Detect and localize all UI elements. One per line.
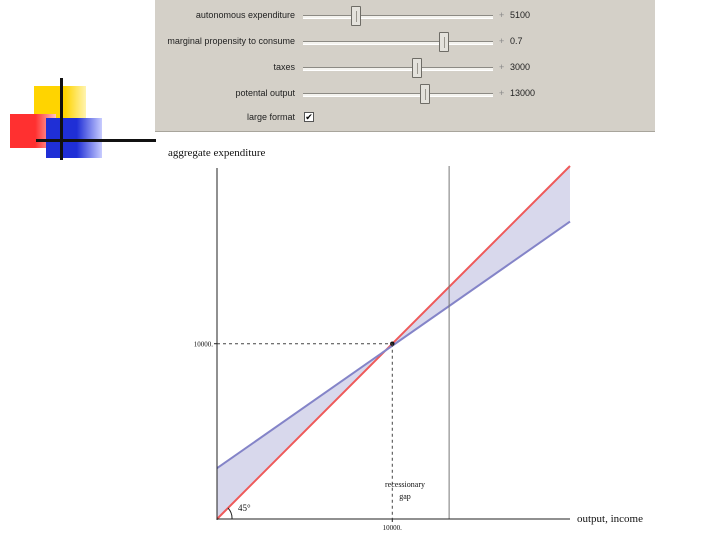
slider-label: autonomous expenditure [195, 10, 295, 20]
slider-row: marginal propensity to consume +0.7 [155, 32, 655, 52]
y-axis-label: aggregate expenditure [168, 147, 266, 159]
slider-label: marginal propensity to consume [167, 36, 295, 46]
slider-thumb[interactable] [438, 32, 449, 52]
slider-track[interactable] [303, 15, 493, 19]
slider-value: 0.7 [510, 36, 523, 46]
increment-icon[interactable]: + [499, 88, 505, 98]
slider-thumb[interactable] [351, 6, 362, 26]
large-format-checkbox[interactable]: ✔ [304, 112, 314, 122]
slider-track[interactable] [303, 41, 493, 45]
annotation-line-1: recessionary [385, 480, 425, 489]
y-tick-label: 10000. [194, 341, 214, 349]
slider-track[interactable] [303, 93, 493, 97]
logo-vertical-line [60, 78, 63, 160]
angle-label: 45° [238, 503, 251, 513]
angle-arc [227, 507, 233, 520]
slider-row: autonomous expenditure +5100 [155, 6, 655, 26]
slider-value: 13000 [510, 88, 536, 98]
x-tick-label: 10000. [383, 524, 403, 532]
logo-decoration [0, 70, 156, 170]
increment-icon[interactable]: + [499, 10, 505, 20]
increment-icon[interactable]: + [499, 36, 505, 46]
logo-horizontal-line [36, 139, 156, 142]
slider-label: potental output [235, 88, 295, 98]
slider-row: potental output +13000 [155, 84, 655, 104]
slider-value: 5100 [510, 10, 531, 20]
slider-track[interactable] [303, 67, 493, 71]
annotation-line-2: gap [399, 492, 411, 501]
slider-row: taxes +3000 [155, 58, 655, 78]
slider-thumb[interactable] [419, 84, 430, 104]
large-format-label: large format [246, 112, 295, 122]
increment-icon[interactable]: + [499, 62, 505, 72]
large-format-row: large format ✔ [155, 108, 655, 128]
x-axis-label: output, income [577, 513, 643, 525]
logo-blue-square [46, 118, 102, 158]
slider-value: 3000 [510, 62, 531, 72]
controls-panel: autonomous expenditure +5100 marginal prop… [155, 0, 655, 132]
slider-thumb[interactable] [412, 58, 422, 78]
slider-label: taxes [273, 62, 295, 72]
